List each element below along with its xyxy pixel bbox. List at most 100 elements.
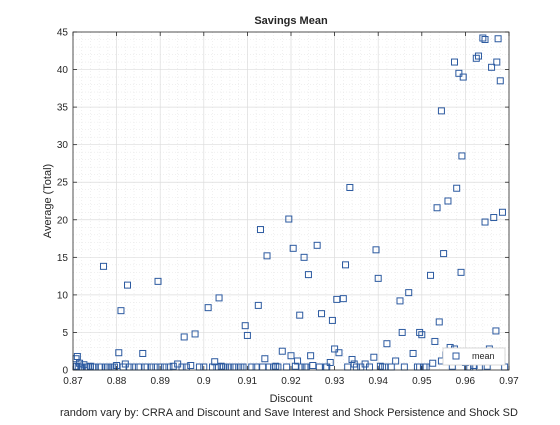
data-point bbox=[440, 250, 448, 258]
data-point bbox=[496, 77, 504, 85]
data-point bbox=[427, 271, 435, 279]
x-tick-label: 0.9 bbox=[197, 376, 211, 387]
data-point bbox=[435, 318, 443, 326]
data-point bbox=[372, 246, 380, 254]
data-point bbox=[76, 359, 84, 367]
data-point bbox=[383, 340, 391, 348]
data-point bbox=[204, 304, 212, 312]
y-tick-label: 30 bbox=[57, 140, 69, 151]
data-point bbox=[278, 347, 286, 355]
y-tick-label: 10 bbox=[57, 290, 69, 301]
data-point bbox=[437, 107, 445, 115]
y-tick-label: 45 bbox=[57, 28, 69, 39]
data-point bbox=[287, 352, 295, 360]
data-point bbox=[370, 353, 378, 361]
data-point bbox=[392, 357, 400, 365]
y-tick-label: 35 bbox=[57, 103, 69, 114]
data-point bbox=[300, 253, 308, 261]
data-point bbox=[117, 307, 125, 315]
data-point bbox=[431, 337, 439, 345]
data-point bbox=[444, 197, 452, 205]
data-point bbox=[348, 355, 356, 363]
data-point bbox=[80, 361, 88, 369]
data-point bbox=[459, 73, 467, 81]
data-point bbox=[272, 362, 280, 370]
x-tick-label: 0.97 bbox=[499, 376, 519, 387]
data-point bbox=[211, 358, 219, 366]
data-point bbox=[307, 352, 315, 360]
legend-box bbox=[442, 347, 506, 366]
data-point bbox=[457, 268, 465, 276]
y-tick-labels: 0 5 10 15 20 25 30 35 40 45 bbox=[57, 28, 69, 377]
data-point bbox=[256, 226, 264, 234]
data-point bbox=[346, 183, 354, 191]
data-point bbox=[350, 360, 358, 368]
data-point bbox=[254, 301, 262, 309]
data-point bbox=[187, 361, 195, 369]
data-point bbox=[180, 333, 188, 341]
data-point bbox=[331, 345, 339, 353]
data-point bbox=[296, 311, 304, 319]
data-point bbox=[398, 328, 406, 336]
y-tick-label: 5 bbox=[62, 328, 68, 339]
data-point bbox=[498, 208, 506, 216]
x-tick-labels: 0.87 0.88 0.89 0.9 0.91 0.92 0.93 0.94 0.95 0.96 0… bbox=[63, 376, 519, 387]
data-point bbox=[342, 261, 349, 269]
data-point bbox=[418, 331, 426, 339]
data-point bbox=[169, 362, 177, 370]
x-axis-label: Discount bbox=[270, 393, 313, 405]
data-point bbox=[492, 327, 500, 335]
data-point bbox=[335, 349, 343, 357]
x-tick-label: 0.91 bbox=[238, 376, 258, 387]
data-point bbox=[458, 152, 466, 160]
x-tick-label: 0.94 bbox=[368, 376, 388, 387]
x-tick-label: 0.93 bbox=[325, 376, 345, 387]
y-tick-label: 40 bbox=[57, 65, 69, 76]
data-point bbox=[328, 316, 336, 324]
data-point bbox=[481, 36, 489, 44]
data-point bbox=[494, 35, 502, 43]
legend-label-mean: mean bbox=[472, 351, 495, 361]
data-point bbox=[455, 69, 463, 77]
chart-title: Savings Mean bbox=[254, 15, 328, 27]
data-point bbox=[396, 297, 404, 305]
data-point bbox=[215, 294, 223, 302]
y-tick-label: 20 bbox=[57, 215, 69, 226]
data-point bbox=[309, 361, 317, 369]
data-point bbox=[481, 218, 489, 226]
data-point bbox=[139, 349, 147, 357]
data-point bbox=[241, 322, 249, 330]
data-point bbox=[409, 349, 417, 357]
data-point bbox=[472, 54, 480, 62]
y-tick-label: 0 bbox=[62, 366, 68, 377]
data-point bbox=[217, 362, 225, 370]
data-point bbox=[433, 204, 441, 212]
legend-marker bbox=[452, 352, 460, 360]
y-tick-label: 15 bbox=[57, 253, 69, 264]
data-point bbox=[289, 244, 297, 252]
data-point bbox=[488, 63, 496, 71]
legend: mean bbox=[442, 347, 506, 366]
data-point bbox=[451, 58, 458, 66]
data-point bbox=[73, 352, 81, 360]
data-point bbox=[474, 52, 482, 60]
data-point bbox=[115, 349, 123, 357]
data-point bbox=[285, 215, 293, 223]
data-point bbox=[405, 289, 413, 297]
data-point bbox=[490, 214, 498, 222]
footer-caption: random vary by: CRRA and Discount and Sa… bbox=[60, 407, 518, 419]
axis-ticks bbox=[72, 31, 510, 371]
y-tick-label: 25 bbox=[57, 178, 69, 189]
data-point bbox=[263, 252, 271, 260]
data-point bbox=[100, 262, 108, 270]
x-tick-label: 0.87 bbox=[63, 376, 83, 387]
data-point bbox=[291, 362, 299, 370]
data-point bbox=[479, 34, 487, 42]
data-point bbox=[318, 310, 326, 318]
data-point bbox=[493, 58, 501, 66]
x-tick-label: 0.96 bbox=[456, 376, 476, 387]
y-axis-label: Average (Total) bbox=[42, 164, 54, 238]
data-point bbox=[154, 277, 162, 285]
